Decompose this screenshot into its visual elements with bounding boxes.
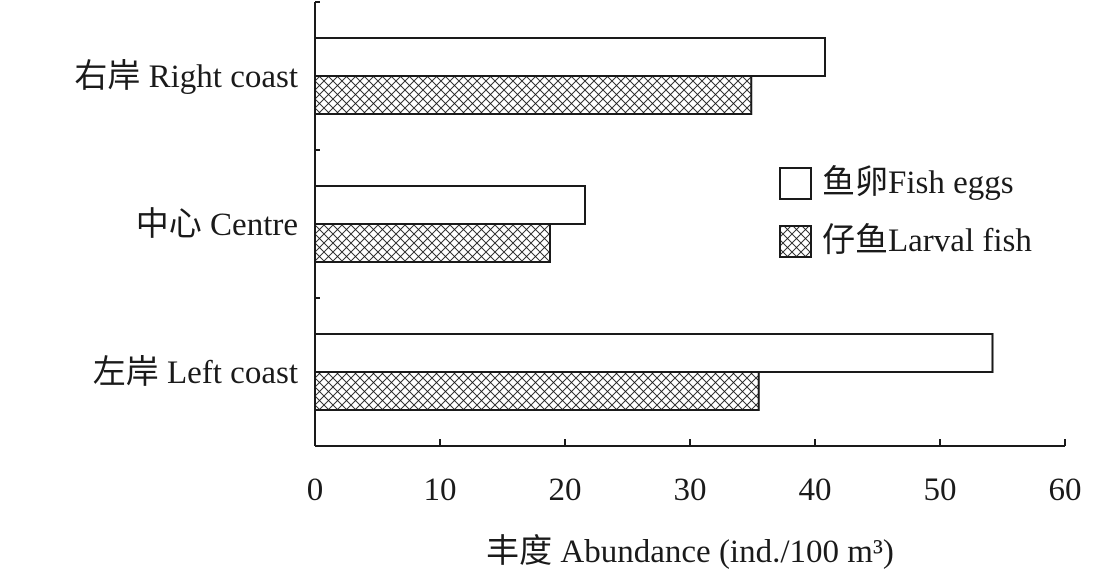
x-tick-label: 60: [1049, 472, 1082, 508]
x-tick-labels: 0 10 20 30 40 50 60: [307, 472, 1082, 508]
x-tick-label: 40: [799, 472, 832, 508]
legend-label-larval-fish: 仔鱼Larval fish: [822, 222, 1032, 259]
legend-label-fish-eggs: 鱼卵Fish eggs: [822, 164, 1014, 201]
bar-fish-eggs-left-coast: [314, 333, 994, 373]
x-tick-label: 0: [307, 472, 324, 508]
y-category-label: 右岸 Right coast: [74, 58, 298, 95]
axes-group: [314, 1, 1066, 447]
legend-item-larval-fish: 仔鱼Larval fish: [779, 222, 1032, 259]
legend-swatch-larval-fish: [779, 225, 812, 258]
y-category-label: 左岸 Left coast: [93, 354, 298, 391]
x-axis-title: 丰度 Abundance (ind./100 m³): [486, 533, 894, 570]
y-category-label: 中心 Centre: [136, 206, 298, 243]
legend-swatch-fish-eggs: [779, 167, 812, 200]
legend-item-fish-eggs: 鱼卵Fish eggs: [779, 164, 1014, 201]
y-tick-labels: 右岸 Right coast 中心 Centre 左岸 Left coast: [74, 58, 298, 391]
bar-larval-fish-right-coast: [314, 75, 753, 115]
x-tick-label: 30: [674, 472, 707, 508]
x-tick-label: 10: [424, 472, 457, 508]
bars-group: [314, 37, 994, 411]
x-tick-label: 50: [924, 472, 957, 508]
bar-larval-fish-left-coast: [314, 371, 760, 411]
x-tick-label: 20: [549, 472, 582, 508]
bar-fish-eggs-right-coast: [314, 37, 826, 77]
legend: 鱼卵Fish eggs 仔鱼Larval fish: [779, 164, 1032, 259]
bar-fish-eggs-centre: [314, 185, 586, 225]
bar-larval-fish-centre: [314, 223, 551, 263]
